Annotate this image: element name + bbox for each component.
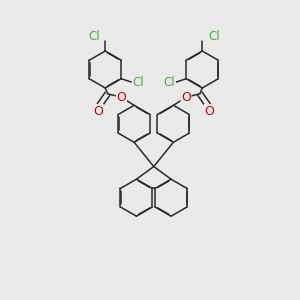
Text: Cl: Cl [208, 29, 220, 43]
Text: O: O [116, 91, 126, 104]
Text: Cl: Cl [132, 76, 144, 89]
Text: O: O [93, 105, 103, 118]
Text: Cl: Cl [164, 76, 175, 89]
Text: O: O [181, 91, 191, 104]
Text: O: O [204, 105, 214, 118]
Text: Cl: Cl [88, 29, 100, 43]
